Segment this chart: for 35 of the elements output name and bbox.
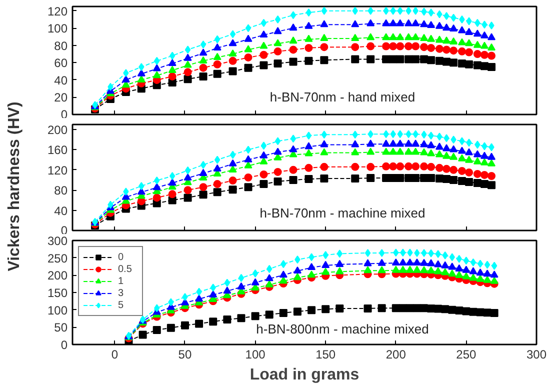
legend-label: 0 — [118, 251, 125, 263]
y-axis-title: Vickers hardness (HV) — [6, 102, 23, 272]
y-tick-label: 120 — [47, 4, 68, 18]
y-tick-label: 120 — [47, 163, 68, 178]
legend-label: 5 — [118, 299, 125, 311]
y-tick-label: 80 — [54, 38, 68, 53]
x-tick-label: 300 — [526, 348, 547, 362]
y-tick-label: 40 — [54, 73, 68, 88]
x-axis-title: Load in grams — [250, 366, 360, 384]
y-tick-label: 100 — [47, 22, 68, 36]
annotation: h-BN-800nm - machine mixed — [256, 322, 429, 336]
x-tick-label: 250 — [456, 348, 477, 362]
y-tick-label: 200 — [47, 123, 68, 138]
x-tick-label: 50 — [178, 348, 192, 362]
x-tick-label: 100 — [245, 348, 266, 362]
y-tick-label: 20 — [54, 90, 68, 105]
y-tick-label: 200 — [47, 268, 68, 283]
legend-label: 3 — [118, 287, 125, 299]
x-tick-label: 150 — [316, 348, 336, 362]
y-tick-label: 160 — [47, 143, 68, 158]
y-tick-label: 80 — [54, 184, 68, 198]
y-tick-label: 40 — [54, 204, 68, 218]
y-tick-label: 300 — [47, 234, 68, 248]
y-tick-label: 50 — [54, 320, 68, 335]
x-tick-label: 200 — [386, 348, 406, 362]
y-tick-label: 150 — [47, 286, 68, 300]
y-tick-label: 250 — [47, 251, 68, 266]
y-tick-label: 0 — [60, 338, 68, 352]
y-tick-label: 100 — [47, 303, 68, 318]
legend-label: 1 — [118, 275, 125, 287]
annotation: h-BN-70nm - machine mixed — [260, 206, 426, 220]
legend-label: 0.5 — [118, 263, 133, 275]
y-tick-label: 60 — [54, 56, 68, 70]
annotation: h-BN-70nm - hand mixed — [270, 90, 416, 104]
x-tick-label: 0 — [111, 348, 118, 362]
